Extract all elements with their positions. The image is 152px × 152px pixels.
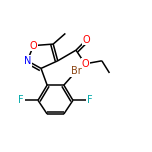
Text: O: O	[83, 35, 90, 45]
Text: O: O	[30, 41, 37, 51]
Text: N: N	[24, 56, 31, 66]
Text: Br: Br	[71, 66, 81, 76]
Text: F: F	[18, 95, 24, 105]
Text: F: F	[87, 95, 93, 105]
Text: O: O	[81, 59, 89, 69]
